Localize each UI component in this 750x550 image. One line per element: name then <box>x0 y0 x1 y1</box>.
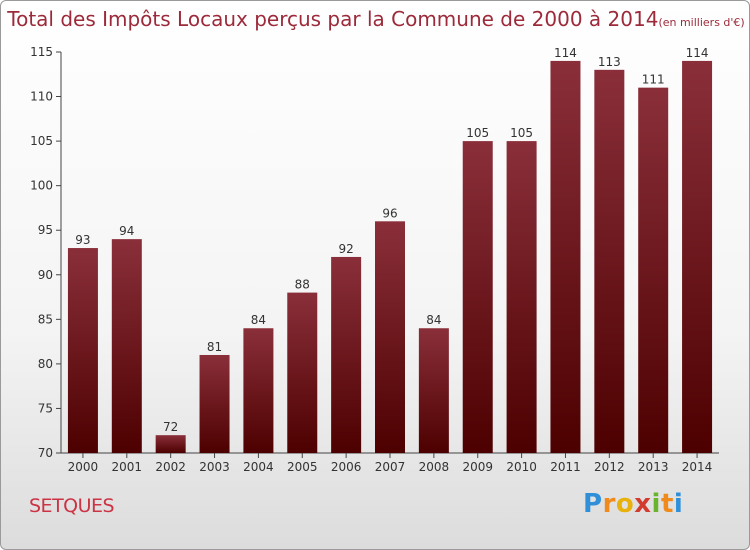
data-label: 72 <box>163 420 178 434</box>
bar <box>375 221 405 453</box>
logo-letter: i <box>651 489 661 519</box>
logo-letter: P <box>583 489 603 519</box>
bar <box>462 141 493 453</box>
x-tick-label: 2000 <box>68 460 99 474</box>
x-tick-label: 2006 <box>331 460 362 474</box>
data-label: 114 <box>554 46 577 60</box>
logo-letter: i <box>673 489 684 519</box>
bar <box>243 328 274 453</box>
bar <box>638 87 669 454</box>
y-tick-label: 110 <box>30 90 53 104</box>
bar <box>594 69 625 454</box>
y-tick-label: 105 <box>30 134 53 148</box>
x-tick-label: 2011 <box>550 460 581 474</box>
y-tick-label: 75 <box>38 401 53 415</box>
x-tick-label: 2005 <box>287 460 318 474</box>
bar <box>111 239 142 453</box>
y-tick-label: 85 <box>38 312 53 326</box>
y-tick-label: 80 <box>38 357 53 371</box>
proxiti-logo: Proxiti <box>583 489 683 519</box>
x-tick-label: 2001 <box>112 460 143 474</box>
logo-letter: t <box>660 489 674 519</box>
bar <box>682 60 713 454</box>
bar <box>418 328 449 453</box>
commune-name: SETQUES <box>29 495 115 517</box>
title-text: Total des Impôts Locaux perçus par la Co… <box>7 7 659 31</box>
x-tick-label: 2007 <box>375 460 406 474</box>
x-tick-label: 2012 <box>594 460 625 474</box>
logo-letter: r <box>602 489 616 519</box>
x-tick-label: 2002 <box>155 460 186 474</box>
data-label: 84 <box>251 313 266 327</box>
x-tick-label: 2014 <box>682 460 713 474</box>
data-label: 94 <box>119 224 134 238</box>
data-label: 96 <box>382 206 397 220</box>
bar <box>67 248 98 453</box>
title-unit: (en milliers d'€) <box>658 16 745 29</box>
bar <box>506 141 537 453</box>
bar <box>550 60 581 454</box>
bar <box>155 435 186 453</box>
x-tick-label: 2013 <box>638 460 669 474</box>
x-axis: 2000 2001 2002 2003 2004 2005 2006 2007 2008 2009… <box>61 452 719 474</box>
data-label: 81 <box>207 340 222 354</box>
data-label: 105 <box>510 126 533 140</box>
y-tick-label: 115 <box>30 45 53 59</box>
data-label: 105 <box>466 126 489 140</box>
logo-letter: o <box>615 489 635 519</box>
x-tick-label: 2004 <box>243 460 274 474</box>
data-label: 114 <box>686 46 709 60</box>
data-label: 92 <box>338 242 353 256</box>
data-label: 88 <box>295 278 310 292</box>
chart-title: Total des Impôts Locaux perçus par la Co… <box>1 7 749 31</box>
bar <box>287 292 318 453</box>
logo-letter: x <box>634 489 652 519</box>
y-tick-label: 100 <box>30 179 53 193</box>
bars: 93 94 72 81 84 88 92 96 84 105 105 114 113 111 114 <box>67 46 713 454</box>
y-tick-label: 70 <box>38 446 53 460</box>
y-tick-label: 90 <box>38 268 53 282</box>
data-label: 111 <box>642 73 665 87</box>
x-tick-label: 2010 <box>506 460 537 474</box>
y-axis: 70 75 80 85 90 95 100 105 110 115 <box>30 45 62 460</box>
data-label: 84 <box>426 313 441 327</box>
data-label: 113 <box>598 55 621 69</box>
data-label: 93 <box>75 233 90 247</box>
x-tick-label: 2008 <box>419 460 450 474</box>
x-tick-label: 2003 <box>199 460 230 474</box>
bar <box>331 256 362 453</box>
bar <box>199 354 230 453</box>
x-tick-label: 2009 <box>462 460 493 474</box>
y-tick-label: 95 <box>38 223 53 237</box>
